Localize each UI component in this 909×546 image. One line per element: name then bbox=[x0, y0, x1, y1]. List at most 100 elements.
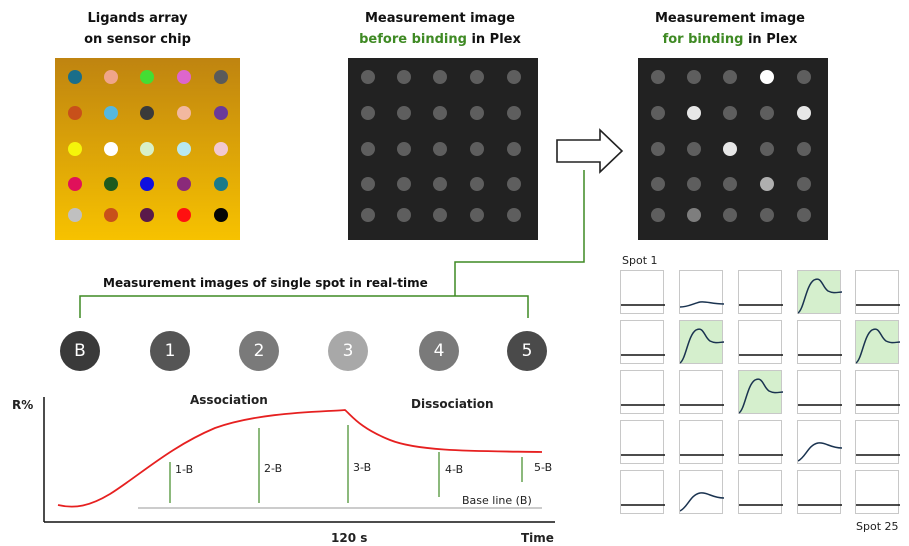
spot-curve-cell-16 bbox=[620, 420, 665, 464]
before-spot-1 bbox=[361, 70, 375, 84]
before-spot-15 bbox=[507, 142, 521, 156]
ligand-spot-20 bbox=[214, 177, 228, 191]
before-spot-22 bbox=[397, 208, 411, 222]
realtime-spot-4: 4 bbox=[419, 331, 459, 371]
marker-label-2: 2-B bbox=[264, 462, 283, 475]
binding-spot-10 bbox=[797, 106, 811, 120]
ligand-spot-15 bbox=[214, 142, 228, 156]
ligand-spot-13 bbox=[140, 142, 154, 156]
spot-curve-15 bbox=[856, 404, 900, 406]
ligand-spot-1 bbox=[68, 70, 82, 84]
spot-curve-6 bbox=[621, 354, 665, 356]
binding-spot-5 bbox=[797, 70, 811, 84]
before-title-line1: Measurement image bbox=[364, 11, 515, 26]
ligand-spot-25 bbox=[214, 208, 228, 222]
spot-curve-5 bbox=[856, 304, 900, 306]
spot-curve-cell-14 bbox=[797, 370, 842, 414]
spot-curve-cell-17 bbox=[679, 420, 724, 464]
ligands-title: Ligands array on sensor chip bbox=[55, 8, 220, 50]
binding-spot-21 bbox=[651, 208, 665, 222]
spot-curve-cell-23 bbox=[738, 470, 783, 514]
spot-curve-cell-8 bbox=[738, 320, 783, 364]
for-binding-image-panel bbox=[638, 58, 828, 240]
spot-curve-10 bbox=[856, 328, 900, 364]
spot-curve-cell-4 bbox=[797, 270, 842, 314]
marker-label-3: 3-B bbox=[353, 461, 372, 474]
spot-curve-cell-3 bbox=[738, 270, 783, 314]
spot-curve-cell-22 bbox=[679, 470, 724, 514]
before-spot-12 bbox=[397, 142, 411, 156]
spot-curve-cell-25 bbox=[855, 470, 900, 514]
before-title-line2: before binding in Plex bbox=[340, 29, 540, 50]
spot-curve-cell-15 bbox=[855, 370, 900, 414]
association-label: Association bbox=[190, 393, 268, 407]
before-spot-8 bbox=[433, 106, 447, 120]
before-spot-25 bbox=[507, 208, 521, 222]
spot-curve-cell-24 bbox=[797, 470, 842, 514]
before-spot-7 bbox=[397, 106, 411, 120]
before-spot-6 bbox=[361, 106, 375, 120]
binding-spot-14 bbox=[760, 142, 774, 156]
ligand-spot-3 bbox=[140, 70, 154, 84]
ligand-spot-18 bbox=[140, 177, 154, 191]
ligand-spot-9 bbox=[177, 106, 191, 120]
realtime-spot-3: 3 bbox=[328, 331, 368, 371]
before-spot-16 bbox=[361, 177, 375, 191]
realtime-bracket bbox=[79, 295, 529, 318]
y-axis-label: R% bbox=[12, 398, 34, 412]
spot-curve-cell-11 bbox=[620, 370, 665, 414]
time-mark-label: 120 s bbox=[331, 531, 368, 545]
binding-spot-23 bbox=[723, 208, 737, 222]
before-spot-24 bbox=[470, 208, 484, 222]
ligand-spot-4 bbox=[177, 70, 191, 84]
before-spot-3 bbox=[433, 70, 447, 84]
realtime-spot-5: 5 bbox=[507, 331, 547, 371]
spot-curve-23 bbox=[739, 504, 783, 506]
spot-curve-cell-1 bbox=[620, 270, 665, 314]
spot-curve-14 bbox=[798, 404, 842, 406]
for-title-line2: for binding in Plex bbox=[630, 29, 830, 50]
spot-last-label: Spot 25 bbox=[856, 520, 899, 533]
ligand-spot-8 bbox=[140, 106, 154, 120]
before-spot-18 bbox=[433, 177, 447, 191]
spot-curve-24 bbox=[798, 504, 842, 506]
binding-spot-25 bbox=[797, 208, 811, 222]
before-spot-5 bbox=[507, 70, 521, 84]
spot-curve-13 bbox=[739, 378, 783, 414]
before-binding-image-panel bbox=[348, 58, 538, 240]
binding-spot-15 bbox=[797, 142, 811, 156]
marker-label-4: 4-B bbox=[445, 463, 464, 476]
ligands-title-line1: Ligands array bbox=[87, 11, 188, 26]
spot-curve-cell-10 bbox=[855, 320, 900, 364]
ligand-spot-12 bbox=[104, 142, 118, 156]
spot-curve-16 bbox=[621, 454, 665, 456]
spot-curve-9 bbox=[798, 354, 842, 356]
spot-first-label: Spot 1 bbox=[622, 254, 658, 267]
realtime-spot-2: 2 bbox=[239, 331, 279, 371]
binding-spot-17 bbox=[687, 177, 701, 191]
binding-spot-7 bbox=[687, 106, 701, 120]
marker-label-5: 5-B bbox=[534, 461, 553, 474]
dissociation-label: Dissociation bbox=[411, 397, 494, 411]
ligand-spot-14 bbox=[177, 142, 191, 156]
ligand-spot-10 bbox=[214, 106, 228, 120]
spot-curve-20 bbox=[856, 454, 900, 456]
for-title-line1: Measurement image bbox=[654, 11, 805, 26]
ligand-spot-23 bbox=[140, 208, 154, 222]
for-binding-suffix: in Plex bbox=[743, 32, 798, 47]
realtime-spot-B: B bbox=[60, 331, 100, 371]
spot-curve-cell-20 bbox=[855, 420, 900, 464]
for-binding-highlight: for binding bbox=[662, 32, 744, 47]
ligand-spot-22 bbox=[104, 208, 118, 222]
ligand-spot-16 bbox=[68, 177, 82, 191]
before-spot-23 bbox=[433, 208, 447, 222]
ligand-spot-5 bbox=[214, 70, 228, 84]
marker-label-1: 1-B bbox=[175, 463, 194, 476]
spot-curve-cell-9 bbox=[797, 320, 842, 364]
binding-spot-2 bbox=[687, 70, 701, 84]
spot-curve-2 bbox=[680, 301, 724, 308]
before-spot-19 bbox=[470, 177, 484, 191]
spot-curve-cell-18 bbox=[738, 420, 783, 464]
spot-curve-cell-13 bbox=[738, 370, 783, 414]
binding-spot-19 bbox=[760, 177, 774, 191]
